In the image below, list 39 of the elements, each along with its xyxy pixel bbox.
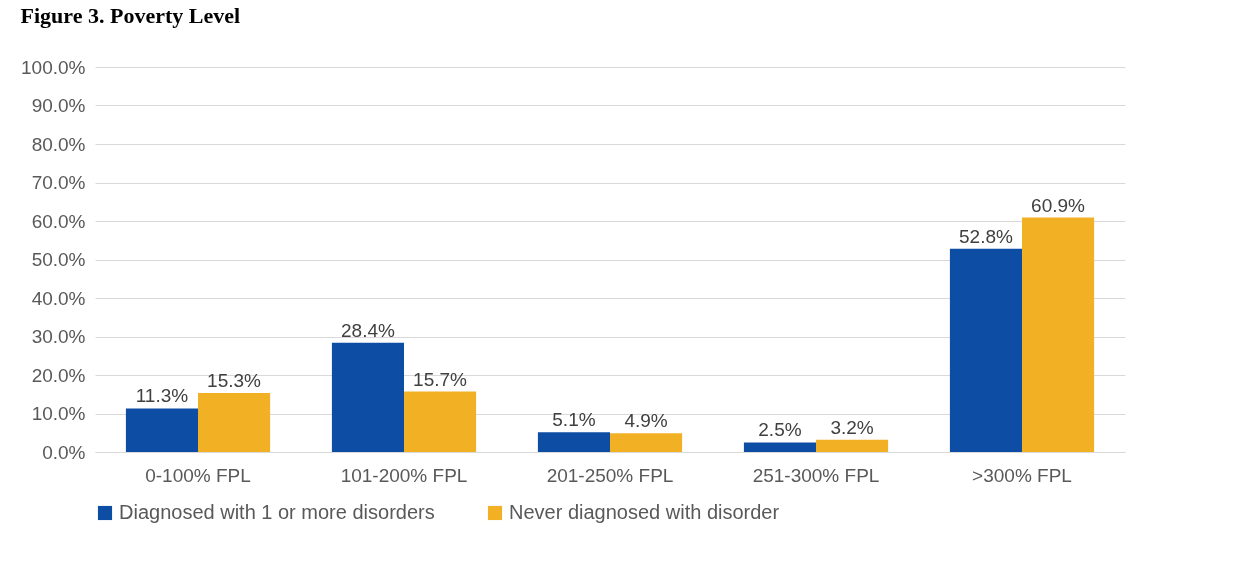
chart-title: Figure 3. Poverty Level — [20, 3, 241, 28]
y-tick-label: 10.0% — [31, 403, 86, 424]
bar — [816, 439, 889, 452]
x-tick-label: 101-200% FPL — [340, 464, 468, 486]
legend-label: Diagnosed with 1 or more disorders — [119, 501, 435, 523]
y-tick-label: 60.0% — [31, 210, 86, 232]
x-tick-label: 201-250% FPL — [546, 464, 674, 486]
data-label: 15.3% — [207, 370, 262, 392]
y-tick-label: 50.0% — [31, 249, 86, 270]
y-tick-label: 90.0% — [31, 95, 86, 116]
y-tick-label: 20.0% — [31, 364, 86, 386]
data-label: 60.9% — [1031, 194, 1086, 216]
data-label: 11.3% — [135, 385, 189, 407]
bar — [610, 433, 683, 452]
bar — [743, 442, 816, 452]
bar — [331, 342, 404, 452]
bar — [404, 391, 477, 452]
data-label: 2.5% — [758, 419, 802, 441]
y-tick-label: 30.0% — [31, 326, 86, 347]
data-label: 4.9% — [624, 410, 668, 432]
data-label: 28.4% — [341, 319, 395, 341]
data-label: 52.8% — [959, 225, 1013, 247]
data-label: 5.1% — [552, 409, 596, 431]
y-tick-label: 100.0% — [21, 56, 86, 78]
legend-label: Never diagnosed with disorder — [509, 501, 780, 523]
bar — [537, 432, 610, 452]
data-label: 15.7% — [413, 368, 468, 390]
y-tick-label: 0.0% — [42, 441, 86, 463]
bar — [125, 408, 198, 452]
x-tick-label: 0-100% FPL — [145, 464, 251, 486]
x-tick-label: 251-300% FPL — [752, 464, 880, 486]
y-tick-label: 70.0% — [31, 172, 86, 193]
data-label: 3.2% — [830, 416, 874, 438]
bar — [198, 393, 271, 452]
bar — [1022, 217, 1095, 452]
x-tick-label: >300% FPL — [972, 464, 1072, 486]
y-tick-label: 80.0% — [31, 133, 86, 155]
bar — [949, 248, 1022, 452]
y-tick-label: 40.0% — [31, 287, 86, 309]
